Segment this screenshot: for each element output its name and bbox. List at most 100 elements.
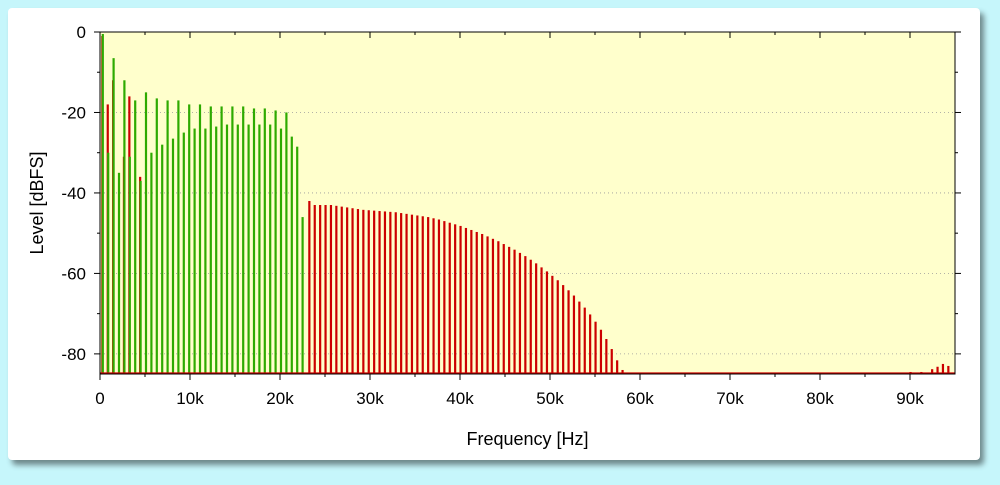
x-tick-label: 80k	[806, 389, 834, 408]
green-bar	[128, 156, 131, 374]
red-bar	[589, 314, 592, 374]
green-bar	[182, 132, 185, 374]
red-bar	[502, 244, 505, 374]
x-tick-label: 40k	[446, 389, 474, 408]
y-tick-label: -60	[61, 264, 86, 283]
x-tick-label: 70k	[716, 389, 744, 408]
red-bar	[308, 200, 311, 374]
red-bar	[513, 249, 516, 374]
green-bar	[123, 80, 126, 374]
red-bar	[313, 205, 316, 374]
green-bar	[177, 100, 180, 375]
red-bar	[464, 227, 468, 374]
red-bar	[394, 212, 397, 374]
x-tick-label: 10k	[176, 389, 204, 408]
green-bar	[166, 100, 169, 375]
data-bars	[99, 31, 956, 375]
green-bar	[198, 104, 202, 375]
red-bar	[562, 285, 565, 374]
green-bar	[215, 126, 218, 374]
red-bar	[605, 339, 608, 374]
x-axis-title: Frequency [Hz]	[466, 429, 588, 449]
red-bar	[340, 206, 343, 374]
red-bar	[931, 369, 934, 374]
green-bar	[274, 110, 277, 375]
y-tick-labels: 0 -20 -40 -60 -80	[61, 23, 86, 364]
red-bar	[535, 263, 538, 374]
red-bar	[947, 365, 950, 374]
red-bar	[599, 329, 603, 374]
red-bar	[621, 369, 624, 374]
green-bar	[285, 112, 288, 374]
y-tick-label: -40	[61, 184, 86, 203]
red-bar	[427, 217, 430, 374]
red-bar	[448, 222, 451, 374]
x-tick-label: 90k	[896, 389, 924, 408]
red-bar	[578, 301, 581, 374]
red-bar	[616, 360, 619, 374]
red-bar	[454, 224, 457, 374]
green-bar	[220, 106, 223, 374]
red-bar	[329, 205, 333, 374]
green-bar	[296, 146, 299, 374]
red-bar	[572, 295, 576, 374]
red-bar	[470, 229, 473, 374]
green-bar	[112, 58, 115, 375]
green-bar	[258, 124, 261, 374]
green-bar	[134, 100, 137, 375]
red-bar	[421, 216, 424, 374]
red-bar	[351, 208, 354, 374]
green-bar	[144, 92, 148, 374]
red-bar	[594, 321, 597, 374]
red-bar	[367, 210, 370, 374]
red-bar	[346, 207, 349, 374]
red-bar	[362, 209, 365, 374]
red-bar	[324, 205, 327, 374]
red-bar	[410, 214, 414, 374]
red-bar	[936, 366, 939, 374]
red-bar	[459, 225, 462, 374]
green-bar	[107, 152, 110, 374]
green-bar	[161, 144, 164, 374]
red-bar	[556, 280, 559, 374]
y-tick-label: -20	[61, 103, 86, 122]
x-tick-label: 60k	[626, 389, 654, 408]
red-bar	[432, 218, 435, 374]
red-bar	[443, 221, 446, 374]
red-bar	[508, 246, 511, 374]
red-bar	[373, 210, 376, 374]
green-bar	[209, 106, 212, 374]
red-bar	[486, 236, 489, 374]
red-bar	[497, 241, 500, 374]
red-bar	[383, 211, 387, 374]
green-bar	[279, 128, 283, 374]
red-bar	[583, 307, 586, 374]
green-bar	[188, 104, 191, 375]
x-tick-label: 20k	[266, 389, 294, 408]
green-bar	[117, 172, 121, 374]
axis-ticks	[94, 31, 961, 380]
red-bar	[491, 238, 495, 374]
red-bar	[389, 211, 392, 374]
red-bar	[416, 215, 419, 374]
red-bar	[551, 275, 554, 374]
red-bar	[518, 252, 522, 374]
x-tick-label: 0	[95, 389, 104, 408]
red-bar	[335, 205, 338, 374]
green-bar	[269, 124, 272, 374]
green-bar	[242, 106, 245, 374]
grid-lines	[100, 112, 955, 355]
red-bar	[378, 211, 381, 374]
red-bar	[475, 231, 478, 374]
plot-border	[99, 31, 956, 375]
red-bar	[400, 213, 403, 374]
green-bar	[139, 180, 142, 374]
green-bar	[263, 108, 266, 374]
red-bar	[356, 209, 360, 374]
green-bar	[150, 152, 153, 374]
red-bar	[437, 219, 441, 374]
red-bar	[529, 259, 532, 374]
y-tick-label: 0	[77, 23, 86, 42]
green-bar	[225, 124, 229, 374]
